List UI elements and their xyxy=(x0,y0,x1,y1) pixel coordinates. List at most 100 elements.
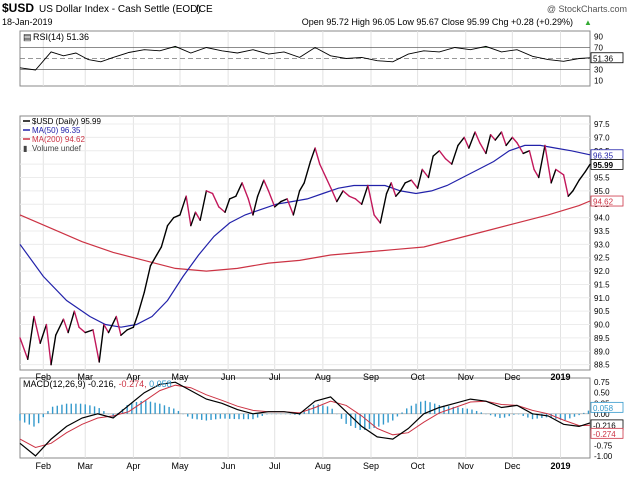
rsi-value-tag: 51.36 xyxy=(593,54,614,63)
macd-histogram-bar xyxy=(331,409,332,414)
macd-histogram-bar xyxy=(588,411,589,414)
price-tick-label: 89.5 xyxy=(594,334,610,343)
price-panel: 97.597.096.596.095.595.094.594.093.593.0… xyxy=(20,116,623,370)
macd-histogram-bar xyxy=(243,414,244,419)
macd-tick-label: 0.50 xyxy=(594,389,610,398)
macd-histogram-bar xyxy=(471,410,472,414)
macd-histogram-bar xyxy=(401,412,402,413)
ohlc-summary: Open 95.72 High 96.05 Low 95.67 Close 95… xyxy=(302,17,573,27)
macd-histogram-bar xyxy=(415,404,416,414)
macd-histogram-bar xyxy=(527,414,528,418)
macd-histogram-bar xyxy=(490,414,491,415)
macd-histogram-bar xyxy=(481,412,482,413)
x-tick-label: Apr xyxy=(126,372,140,382)
price-tick-label: 97.0 xyxy=(594,133,610,142)
macd-histogram-bar xyxy=(420,402,421,414)
x-tick-label: Jun xyxy=(221,372,236,382)
macd-histogram-bar xyxy=(359,414,360,430)
macd-histogram-bar xyxy=(145,401,146,414)
macd-histogram-bar xyxy=(467,409,468,414)
price-tick-label: 93.5 xyxy=(594,227,610,236)
macd-histogram-bar xyxy=(457,407,458,413)
macd-histogram-bar xyxy=(257,414,258,418)
macd-histogram-bar xyxy=(583,413,584,414)
macd-histogram-bar xyxy=(327,406,328,413)
price-tick-label: 95.0 xyxy=(594,187,610,196)
macd-tick-label: -1.00 xyxy=(594,452,613,461)
macd-histogram-bar xyxy=(523,414,524,416)
price-tick-label: 90.0 xyxy=(594,321,610,330)
macd-histogram-bar xyxy=(499,414,500,418)
x-tick-label: Feb xyxy=(36,372,52,382)
macd-histogram-bar xyxy=(201,414,202,420)
price-value-tag: 96.35 xyxy=(593,151,614,160)
macd-histogram-bar xyxy=(234,414,235,419)
macd-histogram-bar xyxy=(85,404,86,413)
price-tick-label: 91.0 xyxy=(594,294,610,303)
macd-histogram-bar xyxy=(378,414,379,427)
macd-histogram-bar xyxy=(19,414,20,421)
macd-tick-label: -0.75 xyxy=(594,441,613,450)
macd-histogram-bar xyxy=(252,414,253,419)
macd-label-hist: 0.058 xyxy=(147,379,172,389)
x-tick-label: Mar xyxy=(77,372,93,382)
macd-histogram-bar xyxy=(387,414,388,423)
macd-histogram-bar xyxy=(61,405,62,414)
macd-tick-label: 0.75 xyxy=(594,378,610,387)
price-value-tag: 94.62 xyxy=(593,198,614,207)
chart-description: US Dollar Index - Cash Settle (EOD) xyxy=(39,4,201,15)
macd-histogram-bar xyxy=(150,402,151,414)
price-tick-label: 97.5 xyxy=(594,120,610,129)
macd-histogram-bar xyxy=(341,414,342,419)
macd-histogram-bar xyxy=(99,408,100,414)
macd-histogram-bar xyxy=(94,406,95,413)
macd-histogram-bar xyxy=(210,414,211,420)
macd-panel: 0.750.500.250.00-0.25-0.50-0.75-1.00MACD… xyxy=(19,378,623,461)
macd-histogram-bar xyxy=(75,404,76,414)
rsi-label: RSI(14) 51.36 xyxy=(33,32,89,42)
macd-histogram-bar xyxy=(24,414,25,423)
macd-histogram-bar xyxy=(578,414,579,415)
macd-histogram-bar xyxy=(406,408,407,413)
x-tick-label: Sep xyxy=(363,461,379,471)
macd-histogram-bar xyxy=(504,414,505,418)
x-tick-label: Apr xyxy=(126,461,140,471)
x-tick-label: 2019 xyxy=(550,372,570,382)
macd-histogram-bar xyxy=(164,405,165,413)
macd-histogram-bar xyxy=(262,414,263,416)
x-tick-label: May xyxy=(171,461,189,471)
macd-value-tag: -0.274 xyxy=(593,430,616,439)
x-tick-label: Dec xyxy=(504,372,521,382)
macd-histogram-bar xyxy=(159,404,160,414)
macd-histogram-bar xyxy=(71,404,72,414)
macd-histogram-bar xyxy=(564,414,565,420)
macd-histogram-bar xyxy=(313,405,314,414)
x-tick-label: Mar xyxy=(77,461,93,471)
x-tick-label: Oct xyxy=(411,461,426,471)
macd-histogram-bar xyxy=(238,414,239,419)
x-tick-label: May xyxy=(171,372,189,382)
macd-histogram-bar xyxy=(66,404,67,414)
rsi-tick-label: 10 xyxy=(594,77,603,86)
x-tick-label: Dec xyxy=(504,461,521,471)
macd-histogram-bar xyxy=(266,414,267,415)
macd-histogram-bar xyxy=(136,402,137,414)
macd-histogram-bar xyxy=(103,411,104,414)
macd-histogram-bar xyxy=(192,414,193,419)
chart-date: 18-Jan-2019 xyxy=(2,17,53,27)
chart-watermark: @ StockCharts.com xyxy=(547,4,627,14)
rsi-tick-label: 70 xyxy=(594,44,603,53)
macd-value-tag: 0.058 xyxy=(593,404,614,413)
macd-histogram-bar xyxy=(495,414,496,417)
macd-histogram-bar xyxy=(248,414,249,419)
macd-histogram-bar xyxy=(187,414,188,417)
macd-histogram-bar xyxy=(411,406,412,414)
x-tick-label: Feb xyxy=(36,461,52,471)
macd-histogram-bar xyxy=(29,414,30,425)
macd-histogram-bar xyxy=(168,407,169,414)
macd-histogram-bar xyxy=(383,414,384,425)
x-tick-label: Nov xyxy=(458,372,475,382)
price-tick-label: 90.5 xyxy=(594,307,610,316)
